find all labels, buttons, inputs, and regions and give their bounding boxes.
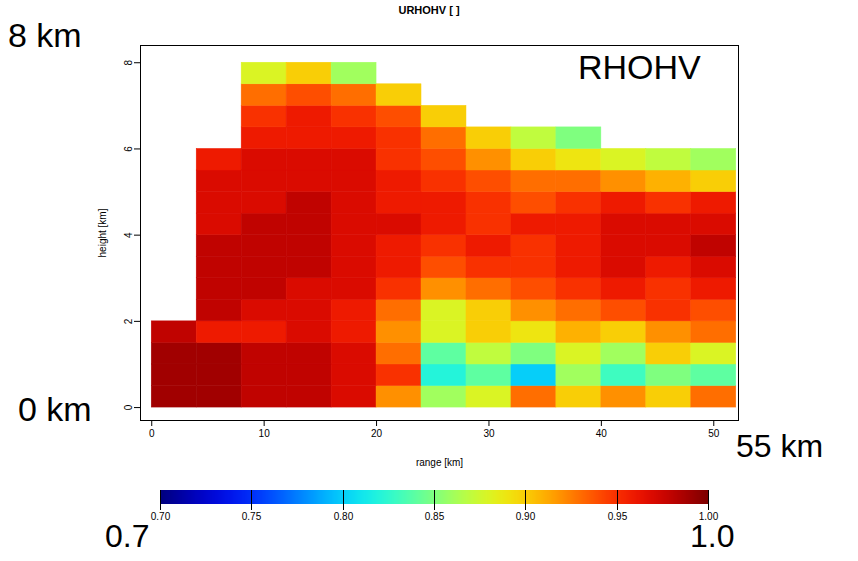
svg-text:6: 6	[123, 146, 134, 152]
svg-text:0.70: 0.70	[151, 511, 171, 522]
svg-text:range [km]: range [km]	[416, 457, 463, 468]
svg-text:0: 0	[149, 428, 155, 439]
svg-text:0.80: 0.80	[334, 511, 354, 522]
svg-text:0.75: 0.75	[242, 511, 262, 522]
svg-text:2: 2	[123, 318, 134, 324]
svg-text:20: 20	[371, 428, 383, 439]
svg-text:40: 40	[596, 428, 608, 439]
svg-text:0.95: 0.95	[608, 511, 628, 522]
svg-text:height [km]: height [km]	[97, 208, 108, 257]
svg-text:0.90: 0.90	[516, 511, 536, 522]
svg-text:8: 8	[123, 60, 134, 66]
svg-text:50: 50	[708, 428, 720, 439]
svg-text:10: 10	[259, 428, 271, 439]
svg-text:30: 30	[483, 428, 495, 439]
svg-text:4: 4	[123, 232, 134, 238]
svg-text:0: 0	[123, 404, 134, 410]
svg-text:0.85: 0.85	[425, 511, 445, 522]
